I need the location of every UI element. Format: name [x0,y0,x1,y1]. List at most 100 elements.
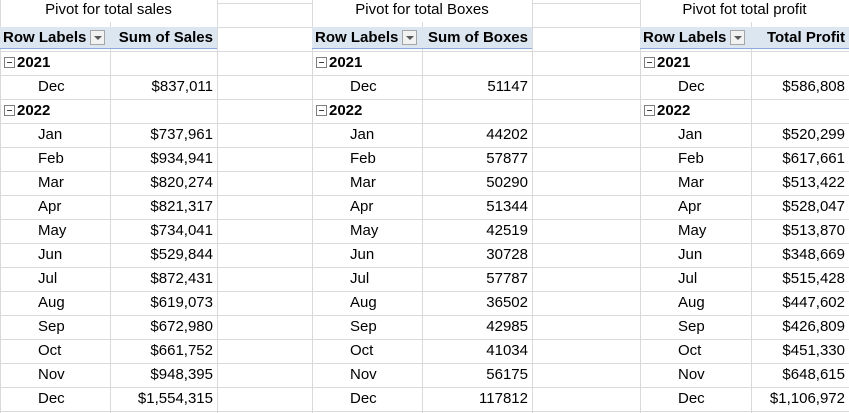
month-label: Jul [38,270,58,287]
year-row-label[interactable]: 2022 [312,99,422,123]
row-labels-header-text: Row Labels [3,29,87,46]
collapse-minus-icon[interactable] [644,104,655,116]
filter-dropdown-icon[interactable] [730,29,746,45]
value-header: Sum of Boxes [422,27,532,49]
gridline-row [0,267,849,268]
month-value: $821,317 [150,198,213,215]
pivot-title: Pivot for total Boxes [355,1,489,18]
month-value: $451,330 [782,342,845,359]
month-value: $948,395 [150,366,213,383]
month-label: Oct [38,342,62,359]
month-label: Nov [678,366,705,383]
month-label: Aug [38,294,65,311]
filter-dropdown-icon[interactable] [90,29,106,45]
gridline-row [0,123,849,124]
month-label: Jan [38,126,63,143]
value-header: Sum of Sales [110,27,217,49]
month-label: Apr [350,198,374,215]
row-labels-header[interactable]: Row Labels [640,27,751,49]
month-value: $661,752 [150,342,213,359]
pivot-title: Pivot for total sales [45,1,172,18]
month-value: 51344 [486,198,528,215]
year-label: 2021 [17,54,51,71]
month-value: $426,809 [782,318,845,335]
gridline-row [0,147,849,148]
collapse-minus-icon[interactable] [4,56,15,68]
month-value: 42519 [486,222,528,239]
filter-dropdown-icon[interactable] [402,29,418,45]
gridline-row [0,195,849,196]
month-label: Apr [38,198,62,215]
month-label: Dec [38,390,65,407]
collapse-minus-icon[interactable] [644,56,655,68]
year-row-label[interactable]: 2021 [0,51,110,75]
month-label: Feb [678,150,704,167]
month-value: $617,661 [782,150,845,167]
month-value: $820,274 [150,174,213,191]
pivot-title: Pivot fot total profit [682,1,807,18]
year-label: 2022 [329,102,363,119]
year-row-label[interactable]: 2021 [640,51,751,75]
month-label: Dec [350,78,377,95]
month-value: $1,106,972 [769,390,845,407]
month-label: Jun [38,246,63,263]
month-value: $737,961 [150,126,213,143]
month-value: $520,299 [782,126,845,143]
month-value: $648,615 [782,366,845,383]
month-value: $529,844 [150,246,213,263]
month-value: $513,870 [782,222,845,239]
month-value: $1,554,315 [137,390,213,407]
year-row-label[interactable]: 2022 [0,99,110,123]
month-label: May [350,222,379,239]
row-labels-header[interactable]: Row Labels [0,27,110,49]
month-value: $528,047 [782,198,845,215]
title-background [1,0,217,22]
month-value: 41034 [486,342,528,359]
row-labels-header-text: Row Labels [315,29,399,46]
month-label: Mar [350,174,376,191]
gridline-col [422,0,423,413]
gridline-row [0,171,849,172]
month-label: Jul [678,270,698,287]
year-label: 2022 [657,102,691,119]
month-value: $837,011 [151,78,213,95]
month-value: 57877 [486,150,528,167]
month-label: Aug [350,294,377,311]
title-background [641,0,849,22]
month-label: Jun [350,246,375,263]
gridline-row [0,99,849,100]
month-value: $734,041 [150,222,213,239]
gridline-col [0,0,1,413]
month-label: Apr [678,198,702,215]
month-label: Mar [38,174,64,191]
month-value: 44202 [486,126,528,143]
month-label: Jul [350,270,370,287]
month-value: $619,073 [150,294,213,311]
year-row-label[interactable]: 2021 [312,51,422,75]
gridline-col [640,0,641,413]
gridline-row [0,387,849,388]
year-row-label[interactable]: 2022 [640,99,751,123]
gridline-row [0,243,849,244]
month-value: $348,669 [782,246,845,263]
month-value: $513,422 [782,174,845,191]
gridline-col [532,0,533,413]
month-value: 36502 [486,294,528,311]
collapse-minus-icon[interactable] [316,104,327,116]
month-value: 117812 [479,390,528,407]
month-label: May [678,222,707,239]
month-label: Dec [350,390,377,407]
row-labels-header[interactable]: Row Labels [312,27,422,49]
month-label: Aug [678,294,705,311]
month-value: 57787 [486,270,528,287]
collapse-minus-icon[interactable] [4,104,15,116]
month-label: Oct [350,342,374,359]
collapse-minus-icon[interactable] [316,56,327,68]
month-label: Jan [350,126,375,143]
title-background [313,0,532,22]
month-label: Jan [678,126,703,143]
month-value: 30728 [486,246,528,263]
month-label: Jun [678,246,703,263]
month-value: 42985 [486,318,528,335]
